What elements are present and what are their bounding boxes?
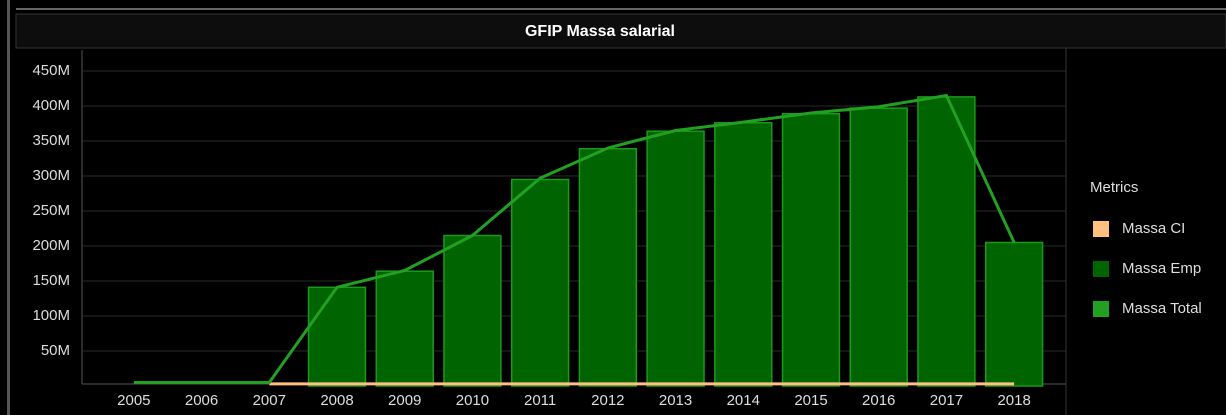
x-tick-label: 2011 <box>524 392 556 409</box>
y-tick-label: 400M <box>32 97 70 114</box>
bar <box>849 107 908 387</box>
chart-title: GFIP Massa salarial <box>525 23 675 40</box>
legend-swatch <box>1093 261 1109 277</box>
x-tick-label: 2013 <box>659 392 692 409</box>
y-tick-label: 150M <box>32 272 70 289</box>
y-tick-label: 300M <box>32 167 70 184</box>
bar <box>646 130 705 387</box>
y-tick-label: 250M <box>32 202 70 219</box>
x-tick-label: 2018 <box>997 392 1030 409</box>
y-tick-label: 450M <box>32 62 70 79</box>
y-tick-label: 350M <box>32 132 70 149</box>
x-tick-label: 2006 <box>185 392 218 409</box>
x-tick-label: 2014 <box>727 392 760 409</box>
x-tick-label: 2005 <box>117 392 150 409</box>
title-bar <box>15 13 1226 49</box>
legend-label: Massa Total <box>1122 300 1202 317</box>
bar <box>781 112 841 387</box>
legend-title: Metrics <box>1090 179 1138 196</box>
legend-label: Massa CI <box>1122 220 1185 237</box>
x-tick-label: 2008 <box>320 392 353 409</box>
bar <box>443 234 502 387</box>
x-tick-label: 2012 <box>591 392 624 409</box>
x-tick-label: 2016 <box>862 392 895 409</box>
legend-swatch <box>1093 221 1109 237</box>
panel-edge <box>7 0 10 415</box>
y-tick-label: 100M <box>32 307 70 324</box>
panel-top <box>16 8 1226 10</box>
y-tick-label: 200M <box>32 237 70 254</box>
x-tick-label: 2010 <box>456 392 489 409</box>
x-tick-label: 2017 <box>930 392 963 409</box>
x-tick-label: 2009 <box>388 392 421 409</box>
y-tick-label: 50M <box>41 342 70 359</box>
x-tick-label: 2015 <box>794 392 827 409</box>
line <box>133 93 1016 384</box>
legend-swatch <box>1093 301 1109 317</box>
bar <box>510 178 570 387</box>
bar <box>307 286 367 387</box>
bar <box>984 241 1044 387</box>
bar <box>375 270 434 387</box>
bar <box>578 147 638 387</box>
bar <box>714 122 773 387</box>
x-tick-label: 2007 <box>253 392 286 409</box>
legend-label: Massa Emp <box>1122 260 1201 277</box>
